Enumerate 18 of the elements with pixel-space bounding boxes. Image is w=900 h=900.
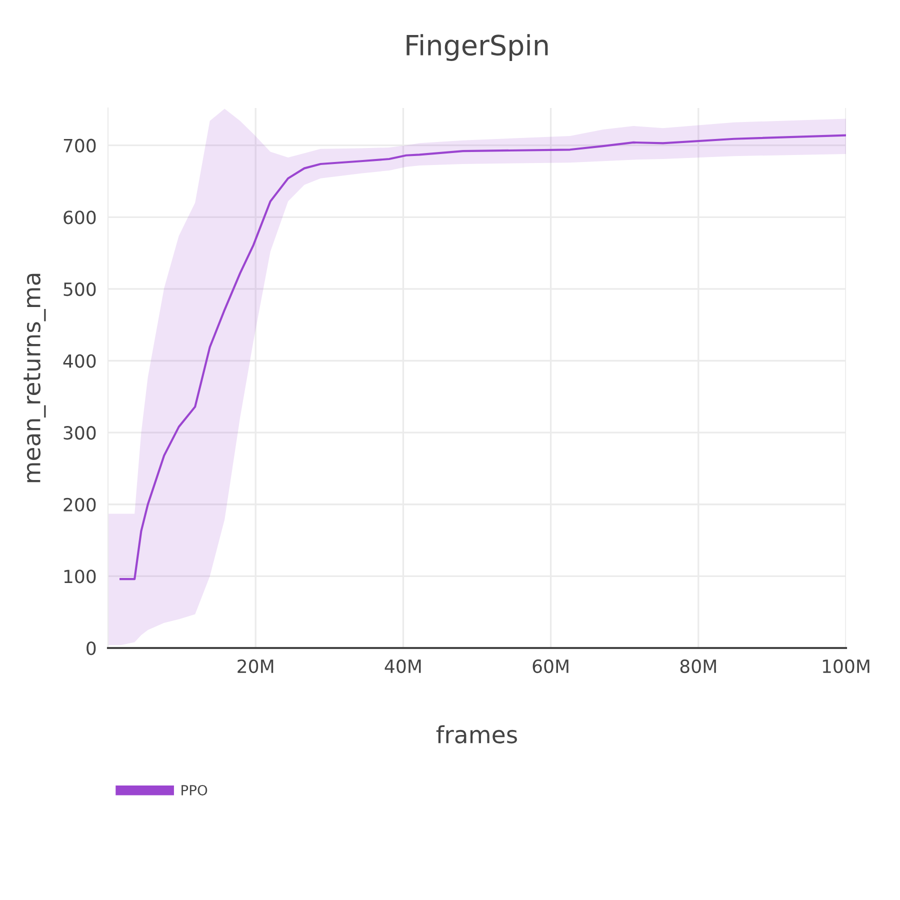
x-tick-label: 20M (238, 659, 274, 674)
y-tick-label: 600 (64, 210, 96, 224)
y-tick-label: 100 (64, 570, 96, 584)
line-series (120, 134, 846, 580)
y-tick-label: 400 (63, 354, 96, 368)
y-tick-label: 500 (64, 282, 96, 296)
y-tick-label: 0 (86, 641, 96, 656)
x-tick-label: 80M (680, 659, 716, 674)
y-tick-label: 200 (64, 498, 96, 512)
x-tick-label: 100M (822, 659, 870, 674)
x-tick-label: 40M (384, 659, 421, 674)
y-tick-label: 700 (64, 138, 96, 152)
x-tick-label: 60M (532, 659, 568, 674)
y-tick-label: 300 (64, 426, 96, 440)
legend-label: PPO (182, 784, 208, 796)
y-axis-title: mean_returns_ma (24, 274, 46, 482)
x-axis-title: frames (436, 725, 518, 744)
chart-title: FingerSpin (406, 34, 548, 61)
